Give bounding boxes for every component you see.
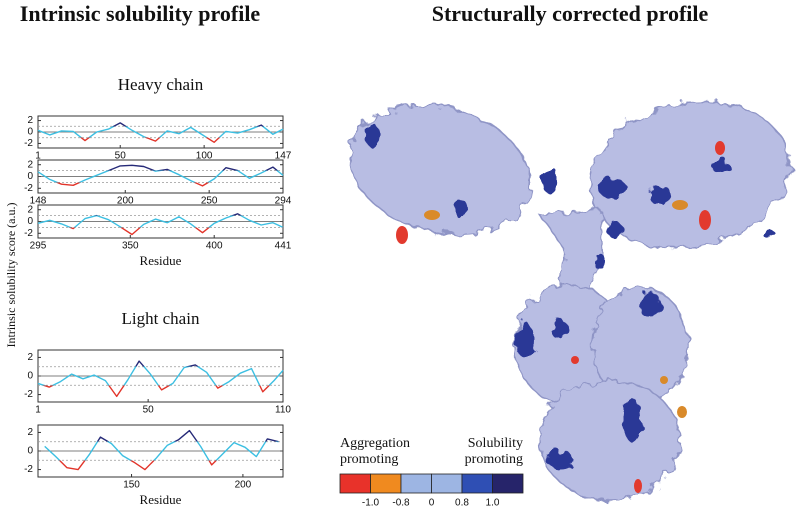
x-tick-label: 250 (201, 196, 218, 207)
x-tick-label: 150 (123, 480, 140, 491)
y-tick-label: -2 (24, 464, 33, 475)
colorbar-right-label: promoting (465, 452, 523, 467)
colorbar-segment (461, 473, 493, 494)
y-tick-label: -2 (24, 183, 33, 194)
x-tick-label: 1 (35, 151, 41, 162)
solubility-line (37, 164, 284, 187)
y-axis-label: Intrinsic solubility score (a.u.) (4, 203, 18, 348)
x-tick-label: 294 (275, 196, 292, 207)
x-tick-label: 200 (117, 196, 134, 207)
colorbar-right-label: Solubility (468, 436, 523, 451)
x-tick-label: 110 (275, 405, 291, 416)
y-tick-label: 0 (27, 171, 33, 182)
x-tick-label: 148 (30, 196, 47, 207)
colorbar-segment (370, 473, 402, 494)
colorbar-tick-label: 1.0 (486, 498, 500, 509)
panel-title: Light chain (122, 309, 200, 328)
colorbar-segment (339, 473, 371, 494)
panel-title: Heavy chain (118, 75, 204, 94)
colorbar-segment (492, 473, 524, 494)
solubility-line (37, 360, 284, 398)
x-tick-label: 50 (143, 405, 155, 416)
colorbar-tick-label: 0 (429, 498, 435, 509)
y-tick-label: 2 (27, 427, 33, 438)
y-tick-label: 0 (27, 127, 33, 138)
y-tick-label: 0 (27, 371, 33, 382)
colorbar-tick-label: 0.8 (455, 498, 469, 509)
y-tick-label: 2 (27, 352, 33, 363)
x-tick-label: 350 (122, 241, 139, 252)
colorbar-tick-label: -1.0 (362, 498, 380, 509)
x-tick-label: 50 (115, 151, 127, 162)
x-tick-label: 441 (275, 241, 292, 252)
y-tick-label: -2 (24, 138, 33, 149)
x-tick-label: 295 (30, 241, 47, 252)
colorbar-left-label: Aggregation (340, 436, 410, 451)
x-tick-label: 1 (35, 405, 41, 416)
left-title: Intrinsic solubility profile (20, 1, 261, 26)
y-tick-label: -2 (24, 228, 33, 239)
y-tick-label: -2 (24, 389, 33, 400)
right-title: Structurally corrected profile (432, 1, 709, 26)
solubility-line (44, 429, 279, 471)
solubility-line (37, 213, 284, 236)
colorbar-segment (431, 473, 463, 494)
protein-structure (348, 100, 790, 501)
y-tick-label: 2 (27, 159, 33, 170)
y-tick-label: 2 (27, 204, 33, 215)
x-axis-label: Residue (140, 253, 182, 268)
y-tick-label: 0 (27, 216, 33, 227)
colorbar-left-label: promoting (340, 452, 398, 467)
y-tick-label: 0 (27, 446, 33, 457)
x-tick-label: 100 (196, 151, 213, 162)
colorbar-segment (400, 473, 432, 494)
x-tick-label: 400 (206, 241, 223, 252)
x-tick-label: 147 (275, 151, 292, 162)
solubility-line (37, 122, 284, 143)
colorbar-tick-label: -0.8 (392, 498, 410, 509)
y-tick-label: 2 (27, 115, 33, 126)
x-tick-label: 200 (235, 480, 252, 491)
x-axis-label: Residue (140, 492, 182, 507)
